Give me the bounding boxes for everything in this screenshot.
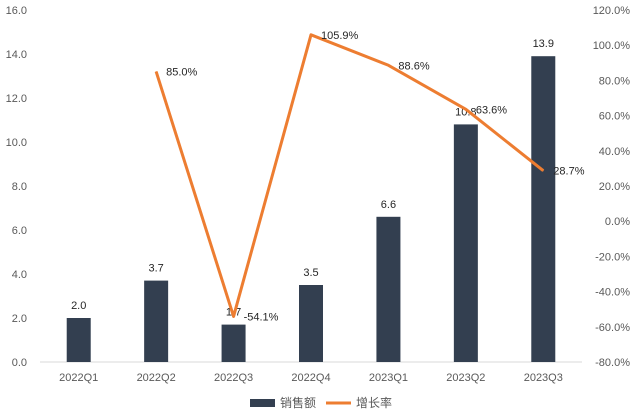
x-axis-tick-label: 2022Q1: [59, 372, 98, 384]
bar: [144, 280, 169, 362]
left-axis-tick-label: 0.0: [12, 357, 27, 369]
left-axis-tick-label: 12.0: [6, 93, 27, 105]
line-point: [310, 34, 312, 36]
bar: [376, 216, 401, 362]
x-axis-tick-label: 2022Q3: [214, 372, 253, 384]
bar: [531, 56, 556, 362]
left-axis-tick-label: 16.0: [6, 5, 27, 17]
x-axis-tick-label: 2022Q4: [291, 372, 330, 384]
line-point: [155, 71, 157, 73]
right-axis-tick-label: 20.0%: [599, 181, 630, 193]
bar-data-label: 3.5: [303, 267, 318, 279]
right-axis-tick-label: -40.0%: [595, 287, 630, 299]
line-point: [465, 108, 467, 110]
line-data-label: 88.6%: [398, 60, 429, 72]
right-axis-tick-label: 60.0%: [599, 111, 630, 123]
left-axis-tick-label: 6.0: [12, 225, 27, 237]
left-axis-tick-label: 2.0: [12, 313, 27, 325]
x-axis-tick-label: 2023Q2: [446, 372, 485, 384]
right-axis-tick-label: -60.0%: [595, 322, 630, 334]
line-data-label: 28.7%: [553, 166, 584, 178]
bar-data-label: 2.0: [71, 300, 86, 312]
bar-data-labels: 2.03.71.73.56.610.813.9: [71, 38, 554, 318]
right-axis-tick-label: 80.0%: [599, 75, 630, 87]
line-data-label: 85.0%: [166, 67, 197, 79]
legend-bar-label: 销售额: [280, 395, 316, 410]
x-axis-tick-label: 2022Q2: [137, 372, 176, 384]
x-axis-tick-label: 2023Q3: [524, 372, 563, 384]
left-axis-tick-label: 4.0: [12, 269, 27, 281]
bar-data-label: 3.7: [148, 263, 163, 275]
right-axis-tick-label: 0.0%: [605, 216, 630, 228]
left-axis-tick-label: 8.0: [12, 181, 27, 193]
right-axis-tick-label: -80.0%: [595, 357, 630, 369]
line-data-label: 105.9%: [321, 30, 359, 42]
left-axis-ticks: 0.0 2.0 4.0 6.0 8.0 10.0 12.0 14.0 16.0: [6, 5, 27, 369]
legend-line-label: 增长率: [356, 395, 392, 410]
right-axis-tick-label: 100.0%: [593, 40, 631, 52]
bar-data-label: 13.9: [533, 38, 554, 50]
bar-series: [66, 56, 556, 363]
line-point: [542, 170, 544, 172]
right-axis-tick-label: -20.0%: [595, 251, 630, 263]
bar: [66, 318, 91, 362]
legend: 销售额 增长率: [250, 395, 392, 410]
right-axis-tick-label: 40.0%: [599, 146, 630, 158]
legend-bar-swatch: [250, 399, 275, 407]
line-point: [387, 64, 389, 66]
line-series: [154, 33, 545, 318]
line-data-label: 63.6%: [476, 104, 507, 116]
right-axis-ticks: -80.0% -60.0% -40.0% -20.0% 0.0% 20.0% 40.0% 60…: [593, 5, 631, 369]
growth-rate-line: [154, 33, 545, 318]
line-point: [233, 315, 235, 317]
x-axis-ticks: 2022Q1 2022Q2 2022Q3 2022Q4 2023Q1 2023Q2 2023…: [59, 372, 563, 384]
line-data-label: -54.1%: [244, 311, 279, 323]
bar: [221, 324, 246, 362]
bar-data-label: 6.6: [381, 199, 396, 211]
left-axis-tick-label: 10.0: [6, 137, 27, 149]
bar: [299, 285, 323, 362]
right-axis-tick-label: 120.0%: [593, 5, 631, 17]
bar: [453, 124, 478, 363]
line-data-labels: 85.0% -54.1% 105.9% 88.6% 63.6% 28.7%: [166, 30, 585, 324]
left-axis-tick-label: 14.0: [6, 49, 27, 61]
x-axis-tick-label: 2023Q1: [369, 372, 408, 384]
